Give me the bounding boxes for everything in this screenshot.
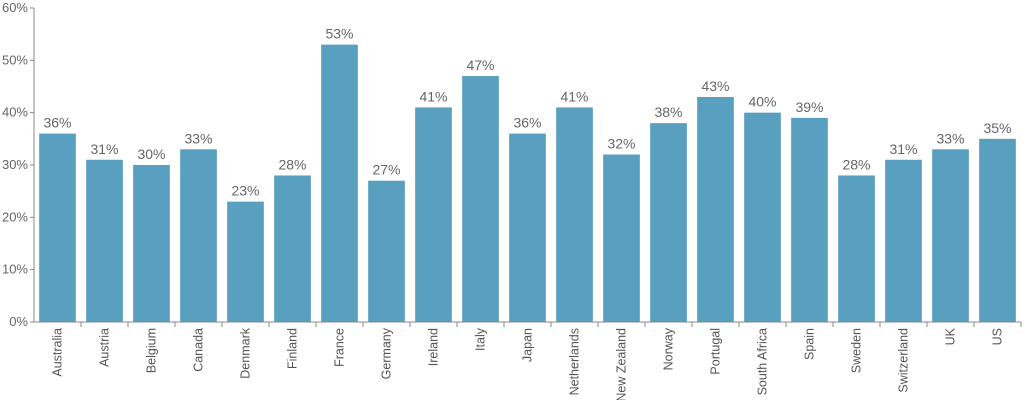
data-label: 36% [513, 115, 541, 131]
x-tick-label: Austria [98, 328, 112, 367]
data-label: 32% [607, 136, 635, 152]
data-label: 28% [278, 156, 306, 172]
data-label: 23% [231, 183, 259, 199]
x-tick-label: Japan [521, 328, 535, 362]
bars [39, 44, 1016, 323]
data-label: 43% [701, 78, 729, 94]
x-tick-label: New Zealand [615, 328, 629, 400]
data-label: 28% [842, 156, 870, 172]
bar-uk [932, 149, 969, 322]
data-label: 47% [466, 57, 494, 73]
bar-switzerland [885, 159, 922, 322]
bar-sweden [838, 175, 875, 322]
data-label: 35% [983, 120, 1011, 136]
bar-canada [180, 149, 217, 322]
y-tick-label: 30% [2, 157, 28, 172]
y-tick-label: 0% [9, 314, 28, 329]
bar-portugal [697, 96, 734, 322]
x-axis: Australia Austria Belgium Canada Denmark Finl… [34, 321, 1022, 400]
x-tick-label: US [991, 328, 1005, 345]
data-label: 53% [325, 26, 353, 42]
x-tick-label: Canada [192, 328, 206, 372]
y-tick-label: 20% [2, 209, 28, 224]
bar-japan [509, 133, 546, 322]
bar-denmark [227, 201, 264, 322]
x-tick-label: Finland [286, 328, 300, 369]
data-label: 38% [654, 104, 682, 120]
data-label: 33% [184, 130, 212, 146]
x-tick-label: Denmark [239, 327, 253, 378]
y-axis: 0% 10% 20% 30% 40% 50% 60% [2, 0, 35, 329]
x-tick-label: Portugal [709, 328, 723, 375]
data-label: 27% [372, 162, 400, 178]
data-label: 41% [560, 88, 588, 104]
x-tick-label: Ireland [427, 328, 441, 366]
x-tick-label: Germany [380, 327, 394, 379]
bar-spain [791, 117, 828, 323]
bar-new-zealand [603, 154, 640, 322]
y-tick-label: 40% [2, 105, 28, 120]
data-label: 39% [795, 99, 823, 115]
bar-ireland [415, 107, 452, 323]
bar-australia [39, 133, 76, 322]
y-tick-label: 60% [2, 0, 28, 15]
bar-germany [368, 180, 405, 322]
bar-us [979, 138, 1016, 322]
bar-south-africa [744, 112, 781, 322]
y-tick-label: 50% [2, 52, 28, 67]
x-tick-label: UK [944, 327, 958, 345]
x-tick-label: Australia [51, 328, 65, 377]
x-tick-label: Netherlands [568, 328, 582, 395]
y-tick-label: 10% [2, 262, 28, 277]
x-tick-label: Belgium [145, 328, 159, 373]
x-tick-label: Norway [662, 327, 676, 370]
x-tick-label: Switzerland [897, 328, 911, 393]
bar-finland [274, 175, 311, 322]
data-label: 33% [936, 130, 964, 146]
bar-austria [86, 159, 123, 322]
bar-netherlands [556, 107, 593, 323]
x-tick-label: Sweden [850, 328, 864, 373]
data-label: 31% [90, 141, 118, 157]
bar-italy [462, 76, 499, 322]
x-tick-label: Spain [803, 328, 817, 360]
bar-france [321, 44, 358, 322]
data-label: 36% [43, 115, 71, 131]
x-tick-label: Italy [474, 327, 488, 351]
data-label: 31% [889, 141, 917, 157]
data-label: 30% [137, 146, 165, 162]
data-labels: 36% 31% 30% 33% 23% 28% 53% 27% 41% 47% 36% 41% 32% 3… [43, 26, 1011, 199]
x-tick-label: South Africa [756, 328, 770, 395]
x-tick-label: France [333, 328, 347, 367]
bar-norway [650, 123, 687, 322]
bar-belgium [133, 165, 170, 322]
data-label: 40% [748, 94, 776, 110]
data-label: 41% [419, 88, 447, 104]
